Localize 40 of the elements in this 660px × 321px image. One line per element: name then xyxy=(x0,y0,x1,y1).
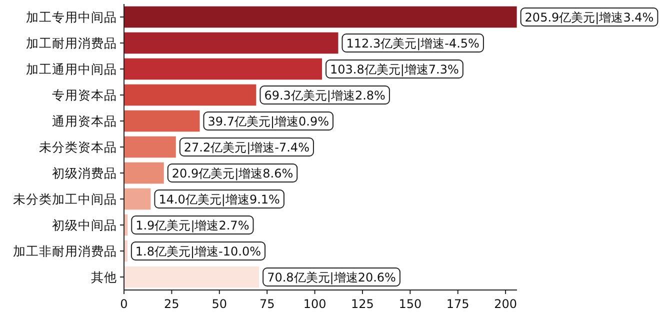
data-label: 1.9亿美元|增速2.7% xyxy=(136,218,250,232)
data-label: 205.9亿美元|增速3.4% xyxy=(524,10,654,24)
data-label: 20.9亿美元|增速8.6% xyxy=(172,166,294,180)
x-tick-label: 0 xyxy=(120,297,128,311)
x-tick-label: 125 xyxy=(351,297,374,311)
bar xyxy=(124,110,200,132)
bar xyxy=(124,6,517,28)
bar xyxy=(124,32,338,54)
bar xyxy=(124,162,164,184)
bar xyxy=(124,84,256,106)
x-tick-label: 200 xyxy=(494,297,518,311)
y-tick-label: 通用资本品 xyxy=(52,114,117,128)
y-tick-label: 未分类加工中间品 xyxy=(13,192,117,206)
x-tick-label: 175 xyxy=(446,297,470,311)
data-label: 69.3亿美元|增速2.8% xyxy=(264,88,386,102)
data-label: 70.8亿美元|增速20.6% xyxy=(267,270,396,284)
x-tick-label: 100 xyxy=(303,297,326,311)
data-label: 14.0亿美元|增速9.1% xyxy=(158,192,280,206)
y-tick-label: 专用资本品 xyxy=(52,88,117,102)
y-tick-label: 未分类资本品 xyxy=(39,140,117,154)
data-label: 112.3亿美元|增速-4.5% xyxy=(346,36,480,50)
x-tick-label: 50 xyxy=(212,297,228,311)
y-tick-label: 加工非耐用消费品 xyxy=(13,244,117,258)
bar xyxy=(124,266,260,288)
data-label: 39.7亿美元|增速0.9% xyxy=(208,114,329,128)
x-tick-label: 75 xyxy=(259,297,275,311)
y-tick-label: 加工专用中间品 xyxy=(26,10,117,24)
data-label: 27.2亿美元|增速-7.4% xyxy=(184,140,310,154)
data-label: 103.8亿美元|增速7.3% xyxy=(330,62,459,76)
data-label: 1.8亿美元|增速-10.0% xyxy=(135,244,262,258)
y-tick-label: 初级消费品 xyxy=(52,166,117,180)
bar xyxy=(124,136,176,158)
y-tick-label: 加工通用中间品 xyxy=(26,62,117,76)
bar xyxy=(124,58,322,80)
y-tick-label: 加工耐用消费品 xyxy=(26,36,117,50)
x-tick-label: 150 xyxy=(398,297,422,311)
y-tick-label: 其他 xyxy=(91,270,117,284)
y-tick-label: 初级中间品 xyxy=(52,218,117,232)
bar xyxy=(124,188,151,210)
x-tick-label: 25 xyxy=(164,297,180,311)
